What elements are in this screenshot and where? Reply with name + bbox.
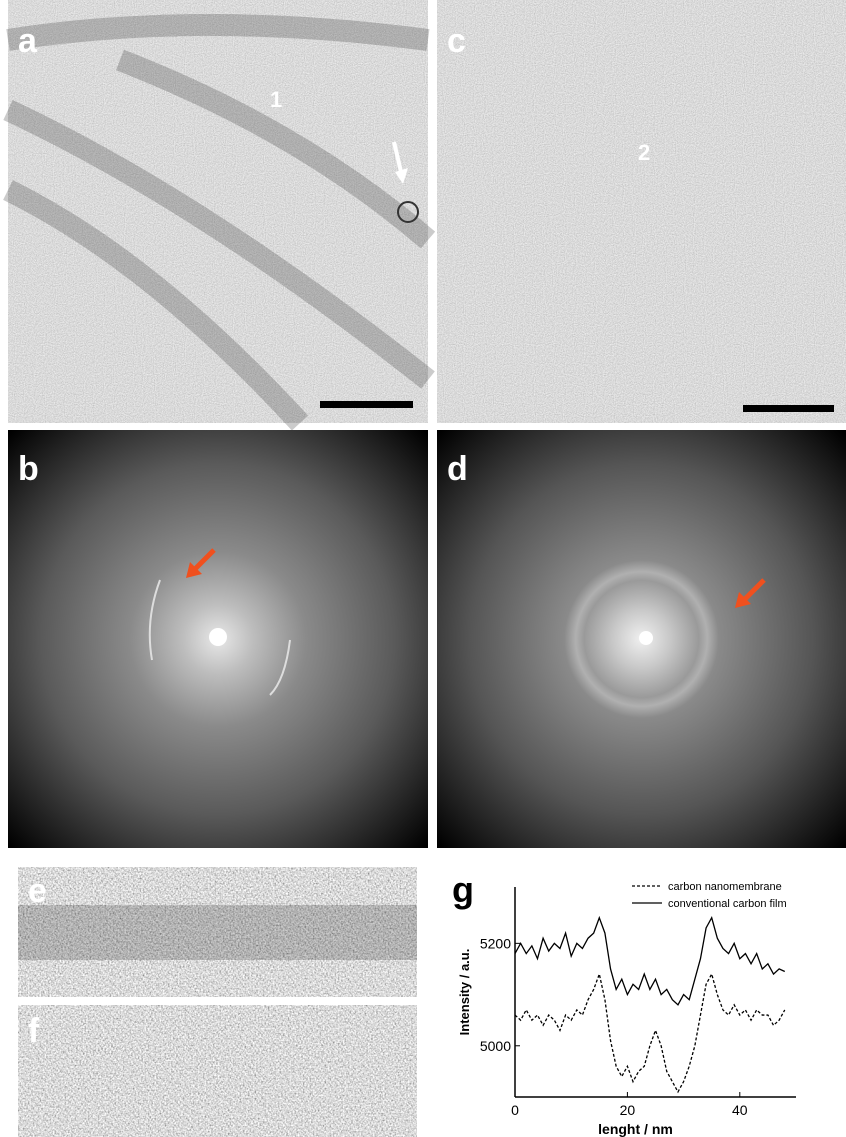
filament-crop (18, 1005, 417, 1137)
micrograph (437, 0, 846, 423)
panel-label: b (18, 450, 39, 488)
x-tick-label: 40 (732, 1102, 748, 1118)
annotation: 2 (638, 140, 650, 165)
panel-label: f (28, 1012, 40, 1050)
y-tick-label: 5200 (480, 935, 511, 951)
scale-bar (743, 405, 834, 412)
panel-label: a (18, 22, 38, 60)
fft-center (639, 631, 653, 645)
scale-bar (320, 401, 413, 408)
micrograph (8, 0, 428, 423)
fft-center (209, 628, 227, 646)
data-line (515, 918, 785, 1005)
panel-label: c (447, 22, 466, 60)
y-tick-label: 5000 (480, 1038, 511, 1054)
legend-label: carbon nanomembrane (668, 881, 782, 893)
filament-band (18, 905, 417, 960)
panel-label: d (447, 450, 468, 488)
panel-label: g (452, 869, 474, 910)
x-axis-label: lenght / nm (598, 1121, 673, 1137)
x-tick-label: 20 (620, 1102, 636, 1118)
y-axis-label: Intensity / a.u. (457, 949, 472, 1036)
data-line (515, 974, 785, 1092)
annotation: 1 (270, 87, 282, 112)
legend-label: conventional carbon film (668, 898, 787, 910)
x-tick-label: 0 (511, 1102, 519, 1118)
figure: a 1 c 2 b d e f g 0 20 40 5000 5200 lenght / … (0, 0, 846, 1137)
line-chart: 0 20 40 5000 5200 lenght / nm Intensity / a.u.… (457, 881, 796, 1137)
panel-label: e (28, 872, 47, 910)
